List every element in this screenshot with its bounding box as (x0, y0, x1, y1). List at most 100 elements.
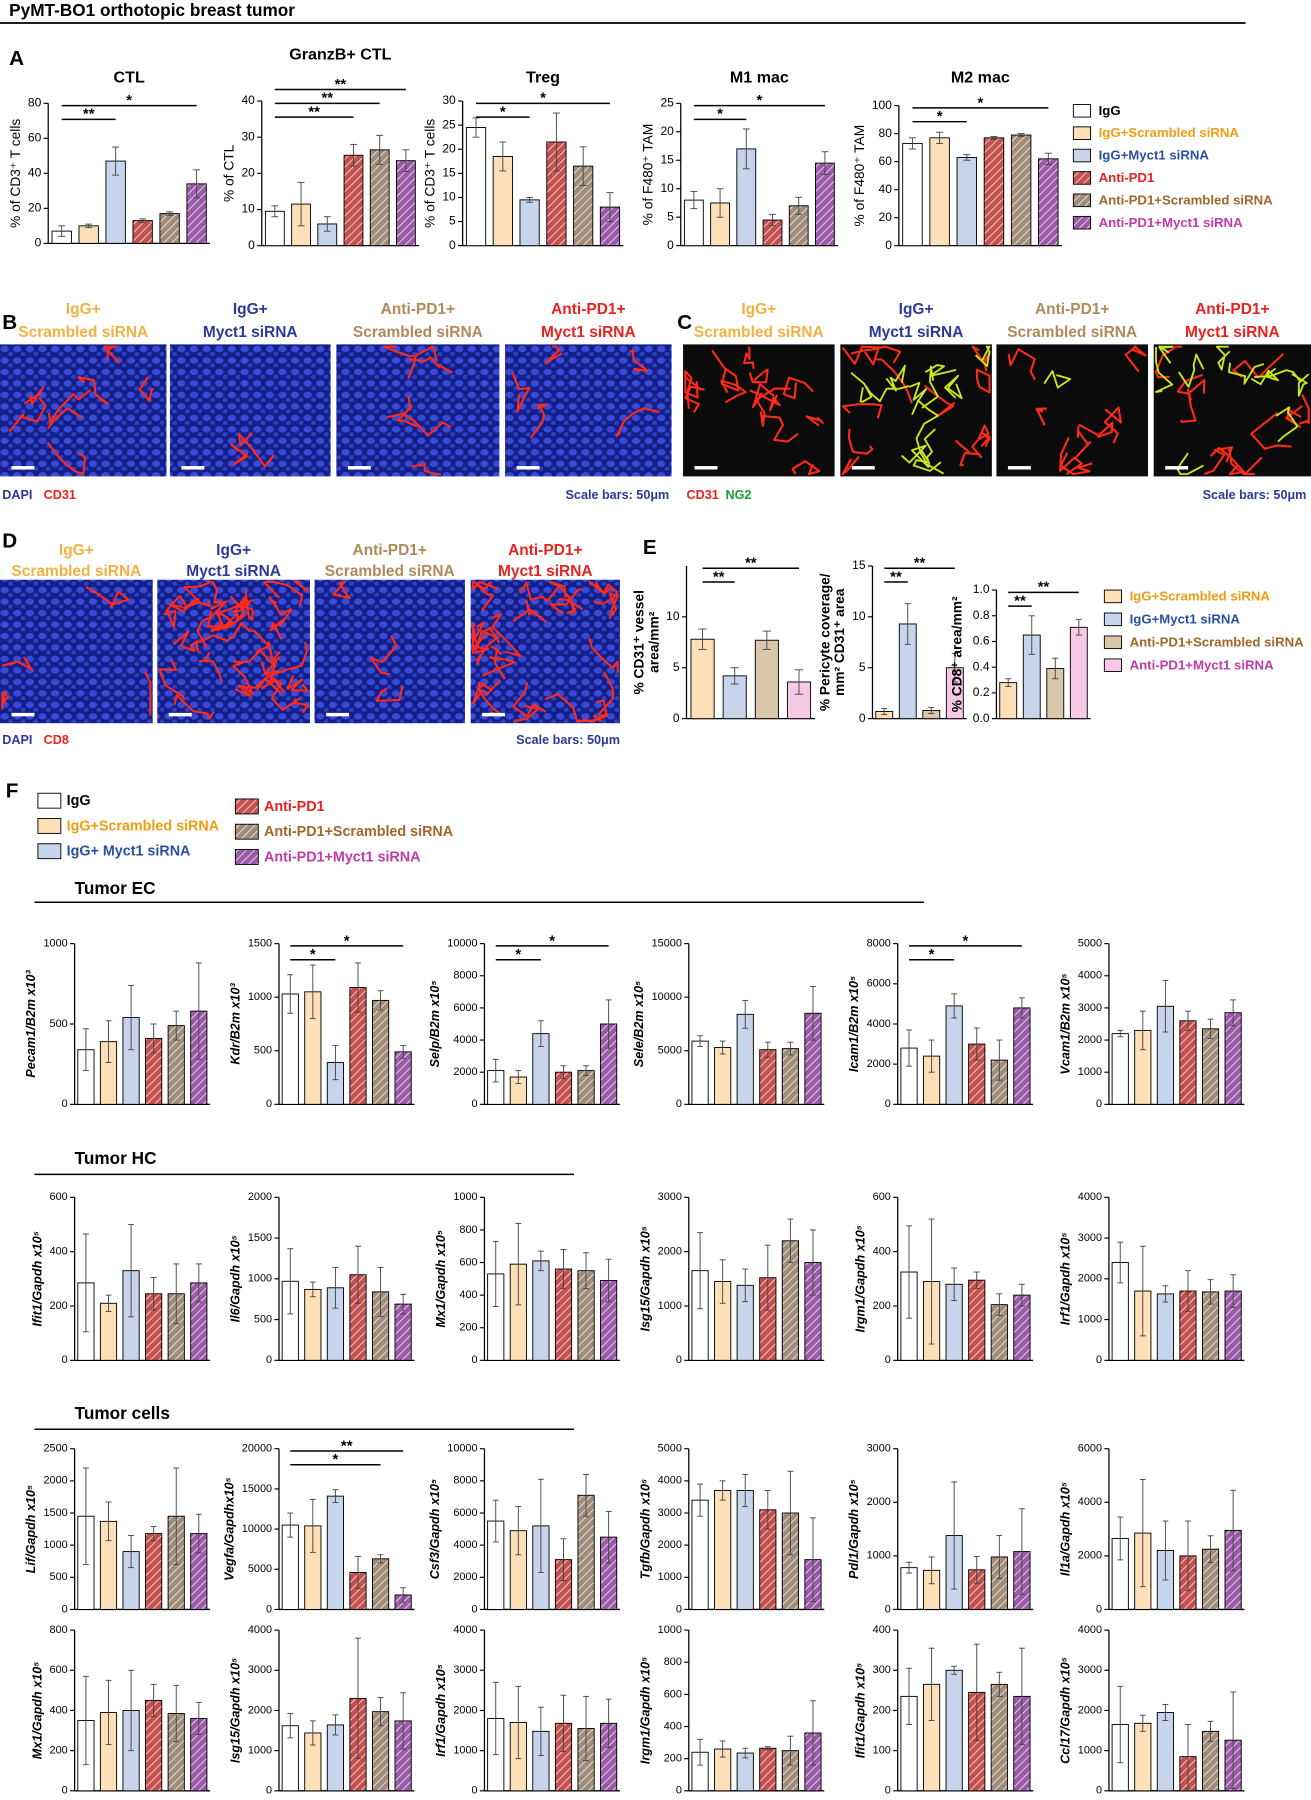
y-tick-label: 2000 (867, 1496, 891, 1508)
bar (343, 154, 364, 247)
y-tick-label: 500 (254, 1313, 272, 1325)
stain-signal (511, 372, 531, 413)
chart-title: M2 mac (951, 68, 1010, 86)
y-tick-label: 500 (50, 1571, 68, 1583)
stain-signal (1043, 370, 1072, 389)
stain-signal (471, 635, 490, 654)
stain-label: DAPI (2, 733, 32, 747)
y-tick-label: 0 (449, 238, 456, 252)
y-tick-label: 2000 (1078, 1704, 1102, 1716)
y-tick-label: 20 (442, 141, 456, 155)
y-tick-label: 0.4 (973, 659, 990, 673)
legend-label: Anti-PD1+Scrambled siRNA (1130, 634, 1305, 649)
bar (465, 127, 487, 247)
stain-signal (269, 641, 309, 693)
scale-bar (326, 712, 349, 717)
image-header: IgG+ (66, 301, 101, 318)
image-header: Anti-PD1+ (508, 542, 582, 559)
y-tick-label: 2000 (1078, 1273, 1102, 1285)
stain-signal (545, 692, 594, 722)
stain-signal (1035, 407, 1047, 426)
y-tick-label: 400 (50, 1246, 68, 1258)
stain-signal (512, 599, 547, 623)
y-tick-label: 1000 (44, 1539, 68, 1551)
stain-signal (841, 403, 883, 419)
significance-label: * (756, 92, 762, 109)
y-tick-label: 80 (28, 96, 42, 110)
bar (690, 638, 715, 720)
legend-label: IgG+ Myct1 siRNA (67, 844, 191, 860)
legend-swatch (1103, 658, 1123, 673)
stain-signal (46, 441, 87, 476)
stain-signal (975, 368, 991, 394)
y-tick-label: 100 (873, 1745, 891, 1757)
stain-signal (684, 374, 699, 399)
legend-swatch (1103, 589, 1123, 604)
y-tick-label: 0 (62, 1354, 68, 1366)
y-tick-label: 2000 (453, 1066, 477, 1078)
legend-label: IgG+Myct1 siRNA (1130, 611, 1241, 626)
y-tick-label: 0 (62, 1785, 68, 1797)
y-tick-label: 400 (459, 1289, 477, 1301)
legend-swatch (37, 792, 62, 809)
stain-signal (23, 386, 45, 405)
y-tick-label: 4000 (1078, 1624, 1102, 1636)
stain-signal (1, 690, 10, 710)
stain-signal (841, 345, 880, 366)
y-tick-label: 4000 (453, 1539, 477, 1551)
y-axis-label: Kdr/B2m x10³ (229, 983, 243, 1065)
bar (736, 1752, 754, 1792)
legend-label: IgG+Scrambled siRNA (67, 818, 219, 834)
y-tick-label: 0 (35, 236, 42, 250)
y-axis-label: Irgm1/Gapdh x10⁵ (638, 1657, 652, 1764)
y-tick-label: 15000 (242, 1483, 272, 1495)
stain-signal (269, 617, 286, 640)
significance-label: * (344, 932, 350, 949)
stain-signal (173, 694, 215, 720)
y-tick-label: 40 (879, 182, 893, 196)
stain-signal (411, 462, 441, 476)
y-axis-label: Ifit1/Gapdh x10⁵ (30, 1231, 44, 1327)
y-tick-label: 3000 (867, 1443, 891, 1455)
scale-bar (851, 466, 875, 470)
y-axis-label: Irgm1/Gapdh x10⁵ (853, 1225, 867, 1332)
image-header: Anti-PD1+ (381, 301, 455, 318)
bar (945, 1005, 963, 1105)
bar (714, 1047, 732, 1105)
y-tick-label: 0 (676, 1603, 682, 1615)
legend-swatch (1103, 635, 1123, 650)
stain-signal (103, 345, 121, 364)
scale-bar (347, 466, 371, 470)
stain-signal (1176, 373, 1206, 395)
stain-signal (471, 621, 485, 648)
image-header: Anti-PD1+ (1195, 301, 1269, 318)
bar (900, 1567, 918, 1610)
stain-signal (971, 345, 991, 372)
stain-signal (923, 428, 945, 475)
bar (781, 1048, 799, 1105)
y-axis-label: area/mm² (646, 611, 661, 673)
image-header: Myct1 siRNA (541, 324, 636, 341)
significance-label: ** (83, 106, 95, 123)
y-tick-label: 400 (50, 1704, 68, 1716)
y-tick-label: 1000 (658, 1624, 682, 1636)
stain-signal (172, 630, 199, 653)
y-tick-label: 10000 (652, 991, 682, 1003)
stain-signal (268, 596, 293, 627)
scale-bar (181, 466, 205, 470)
y-tick-label: 8000 (453, 1475, 477, 1487)
y-axis-label: mm² CD31⁺ area (832, 588, 847, 696)
stain-signal (908, 381, 928, 416)
bar (1069, 626, 1088, 720)
legend-swatch (234, 823, 259, 840)
y-tick-label: 400 (664, 1720, 682, 1732)
stain-signal (544, 345, 563, 365)
y-tick-label: 2000 (453, 1704, 477, 1716)
stain-signal (230, 443, 249, 466)
stain-signal (974, 345, 991, 367)
significance-label: ** (890, 568, 902, 585)
bar (759, 1747, 777, 1792)
bar (999, 682, 1018, 720)
stain-signal (85, 586, 130, 609)
